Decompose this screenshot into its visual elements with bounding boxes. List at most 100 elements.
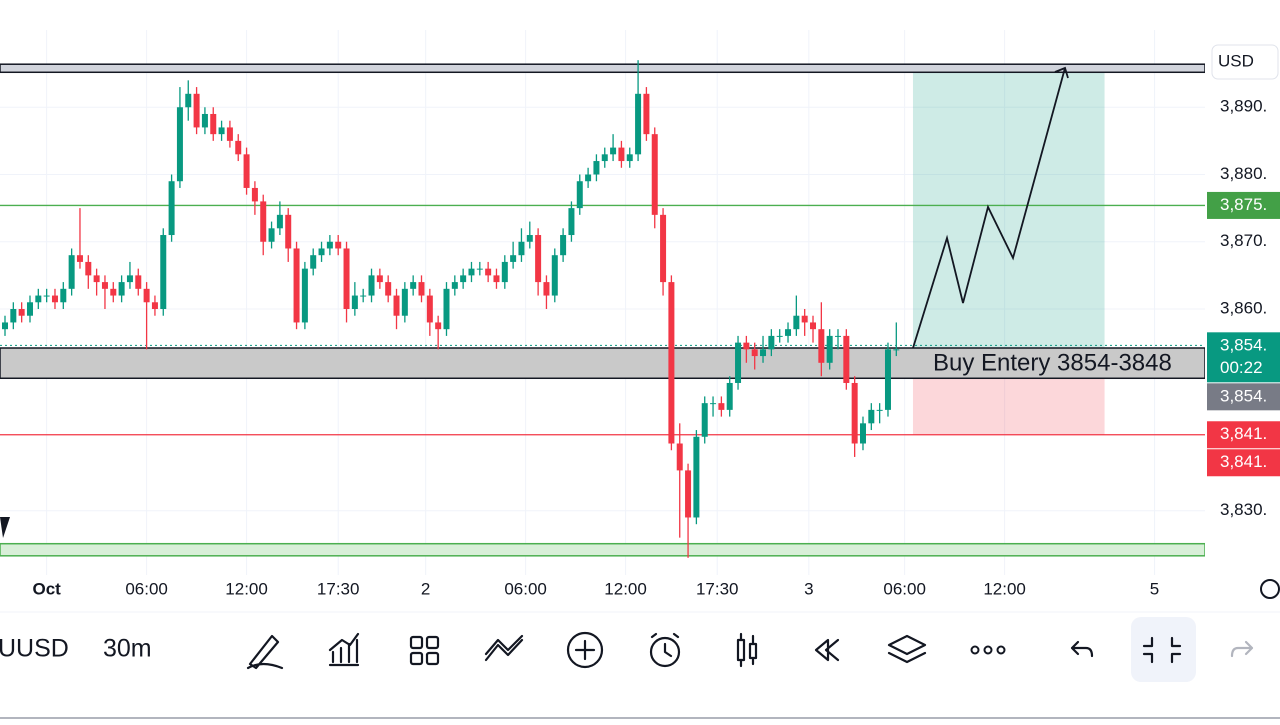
candle-body (301, 268, 308, 323)
candle-body (110, 288, 117, 296)
candle-body (360, 295, 367, 297)
x-tick-label: 3 (804, 579, 813, 598)
x-tick-label: 06:00 (125, 579, 168, 598)
candle-body (735, 342, 742, 383)
candle-body (418, 282, 425, 296)
target-zone (912, 64, 1105, 349)
candle-body (751, 349, 758, 357)
candle-body (193, 93, 200, 128)
projection-arrow (1054, 66, 1069, 79)
x-tick-label: 12:00 (225, 579, 268, 598)
candle-body (160, 235, 167, 309)
candle-body (151, 302, 158, 309)
candle-body (668, 282, 675, 444)
layers-icon[interactable] (887, 634, 927, 664)
candle-body (276, 214, 283, 229)
toolbar: UUSD 30m (0, 579, 1280, 682)
price-axis: USD 3,890. 3,880. 3,870. 3,860. 3,830. 3,875.… (1207, 44, 1280, 519)
candle-body (585, 174, 592, 182)
candle-body (26, 302, 33, 316)
interval[interactable]: 30m (103, 635, 152, 663)
candle-body (176, 107, 183, 182)
candle-body (368, 275, 375, 296)
collapse-button[interactable] (1131, 617, 1196, 682)
price-tag (1207, 421, 1280, 449)
candle-body (851, 382, 858, 444)
currency-box[interactable] (1211, 44, 1279, 80)
candle-body (385, 282, 392, 296)
candle-body (601, 154, 608, 162)
candle-body (210, 113, 217, 135)
candle-body (693, 436, 700, 518)
candle-body (60, 288, 67, 303)
candle-body (85, 261, 92, 276)
candle-body (893, 349, 900, 351)
candle-body (293, 248, 300, 323)
price-tag-label: 3,875. (1220, 195, 1267, 214)
currency: USD (1218, 51, 1254, 70)
candle-body (551, 255, 558, 296)
indicator-icon[interactable] (328, 632, 360, 667)
draw-icon[interactable] (246, 634, 284, 670)
x-tick-label: 12:00 (983, 579, 1026, 598)
candle-body (543, 282, 550, 296)
bars-icon[interactable] (736, 632, 758, 668)
alert-icon[interactable] (649, 632, 681, 668)
candle-body (560, 235, 567, 256)
candle-body (35, 295, 42, 303)
candle-body (260, 201, 267, 242)
candle-body (835, 335, 841, 337)
candle-body (326, 241, 333, 249)
candle-body (568, 208, 575, 236)
candle-body (201, 113, 208, 128)
candle-body (443, 288, 450, 330)
more-icon[interactable] (970, 645, 1006, 655)
candle-body (235, 140, 242, 155)
candle-body (485, 268, 492, 276)
patterns-icon[interactable] (484, 634, 524, 662)
candle-body (76, 255, 83, 262)
candle-body (435, 322, 442, 330)
settings-icon[interactable] (1260, 579, 1280, 599)
x-tick-label: 06:00 (883, 579, 926, 598)
candle-body (318, 248, 325, 256)
candle-body (2, 322, 8, 330)
candle-body (185, 93, 192, 108)
candle-body (876, 409, 883, 411)
candle-body (51, 295, 58, 303)
candle-body (401, 288, 408, 316)
candle-body (651, 134, 658, 215)
price-tag-label: 3,841. (1220, 452, 1267, 471)
candle-body (343, 248, 350, 309)
marker (0, 517, 10, 538)
add-icon[interactable] (566, 631, 604, 669)
candle-body (826, 335, 833, 363)
price-tag (1207, 449, 1280, 477)
candle-body (393, 295, 400, 316)
candle-body (868, 409, 875, 424)
candle-body (460, 275, 467, 283)
candle-body (226, 127, 233, 141)
candle-body (218, 127, 225, 135)
candle-body (718, 403, 725, 410)
symbol[interactable]: UUSD (0, 635, 69, 663)
zone (0, 347, 1205, 380)
x-tick-label: 06:00 (504, 579, 547, 598)
candle-body (451, 282, 458, 289)
y-tick-label: 3,860. (1220, 298, 1267, 317)
undo-icon[interactable] (1070, 640, 1094, 658)
candle-body (626, 154, 633, 162)
candle-body (376, 275, 383, 283)
countdown: 00:22 (1220, 358, 1263, 377)
candle-body (726, 382, 733, 410)
candle-body (801, 315, 808, 323)
candle-body (135, 275, 142, 289)
x-tick-label: Oct (32, 579, 61, 598)
replay-icon[interactable] (814, 638, 840, 662)
price-tag (1207, 332, 1280, 383)
x-tick-label: 5 (1150, 579, 1159, 598)
redo-icon[interactable] (1230, 640, 1254, 658)
candle-body (410, 282, 417, 289)
layout-icon[interactable] (409, 635, 440, 666)
candle-body (843, 335, 850, 383)
